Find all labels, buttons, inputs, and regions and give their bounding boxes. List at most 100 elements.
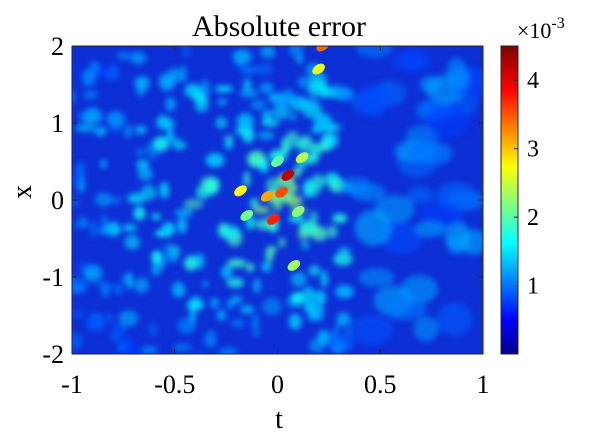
texture-blob: [148, 322, 158, 337]
texture-blob: [261, 118, 280, 127]
texture-blob: [177, 217, 187, 234]
texture-blob: [249, 198, 260, 209]
texture-blob: [246, 263, 255, 272]
texture-blob: [239, 90, 259, 98]
texture-blob: [134, 76, 150, 89]
y-tick-label: 1: [51, 109, 64, 138]
texture-blob: [209, 297, 220, 309]
texture-blob: [175, 208, 193, 218]
texture-blob: [327, 225, 338, 239]
hotspot: [267, 213, 280, 225]
texture-blob: [135, 125, 147, 135]
hotspot: [260, 190, 274, 202]
texture-blob: [310, 226, 328, 241]
texture-blob: [130, 51, 147, 65]
texture-blob: [111, 323, 127, 337]
texture-blob: [108, 197, 122, 205]
texture-blob: [77, 262, 96, 270]
texture-blob: [226, 277, 245, 288]
texture-blob: [205, 153, 225, 168]
texture-blob: [261, 261, 272, 273]
texture-wave: [391, 53, 431, 71]
texture-blob: [94, 126, 107, 137]
texture-blob: [314, 290, 327, 306]
texture-blob: [297, 135, 313, 152]
texture-blob: [217, 98, 227, 106]
texture-blob: [227, 258, 247, 268]
texture-blob: [259, 82, 274, 94]
colorbar-exponent-power: -3: [551, 15, 564, 32]
texture-blob: [291, 291, 304, 304]
texture-blob: [250, 99, 267, 111]
texture-blob: [253, 206, 271, 214]
texture-blob: [72, 63, 77, 78]
texture-blob: [313, 113, 333, 131]
texture-wave: [383, 296, 427, 321]
texture-blob: [309, 338, 325, 354]
error-field-texture: [72, 46, 483, 354]
texture-blob: [177, 318, 197, 334]
texture-blob: [219, 347, 238, 354]
x-axis-label: t: [275, 404, 283, 435]
texture-wave: [401, 275, 438, 304]
texture-blob: [83, 107, 103, 125]
texture-blob: [141, 346, 158, 354]
colorbar-tick-label: 1: [527, 274, 539, 300]
texture-blob: [137, 168, 154, 181]
texture-blob: [289, 183, 298, 193]
texture-blob: [335, 285, 354, 299]
texture-blob: [336, 312, 351, 327]
plot-area: [71, 45, 484, 355]
x-tick-label: -1: [61, 370, 83, 399]
error-hotspots: [234, 46, 329, 271]
texture-blob: [163, 224, 173, 235]
texture-blob: [97, 281, 113, 291]
texture-blob: [89, 60, 100, 77]
texture-blob: [298, 76, 308, 89]
y-tick-label: -1: [42, 263, 64, 292]
texture-blob: [224, 140, 234, 150]
texture-blob: [123, 124, 133, 139]
texture-blob: [301, 286, 316, 305]
texture-blob: [127, 341, 140, 354]
texture-blob: [297, 229, 310, 241]
texture-wave: [448, 67, 471, 90]
texture-blob: [310, 143, 328, 153]
texture-blob: [136, 159, 150, 171]
texture-blob: [100, 159, 108, 169]
texture-blob: [272, 105, 291, 120]
texture-wave: [437, 302, 473, 336]
texture-blob: [186, 300, 205, 311]
hotspot: [291, 206, 305, 217]
texture-wave: [350, 183, 386, 202]
colorbar-ticks: 1 2 3 4: [514, 68, 539, 300]
y-tick-label: -2: [42, 340, 64, 369]
texture-blob: [281, 137, 290, 155]
x-tick-label: -0.5: [154, 370, 195, 399]
texture-wave: [445, 221, 471, 252]
texture-blob: [252, 278, 261, 294]
texture-blob: [321, 270, 328, 288]
texture-blob: [278, 237, 286, 248]
colorbar-tick-label: 4: [527, 68, 539, 94]
texture-blob: [326, 135, 338, 147]
texture-blob: [182, 46, 190, 59]
texture-wave: [349, 314, 394, 346]
hotspot: [271, 156, 284, 167]
texture-blob: [232, 49, 252, 64]
texture-blob: [201, 79, 210, 97]
texture-blob: [332, 213, 348, 223]
colorbar: 1 2 3 4 ×10-3: [500, 15, 565, 355]
texture-blob: [106, 313, 113, 323]
texture-blob: [287, 195, 303, 207]
texture-blob: [333, 86, 354, 102]
texture-blob: [72, 286, 86, 294]
y-axis-label: x: [7, 185, 38, 199]
texture-blob: [116, 51, 131, 60]
texture-blob: [243, 78, 252, 93]
colorbar-exponent-base: ×10: [517, 18, 551, 43]
texture-wave: [406, 186, 434, 204]
texture-blob: [75, 161, 85, 179]
texture-blob: [325, 172, 340, 186]
colorbar-exponent: ×10-3: [517, 15, 565, 43]
